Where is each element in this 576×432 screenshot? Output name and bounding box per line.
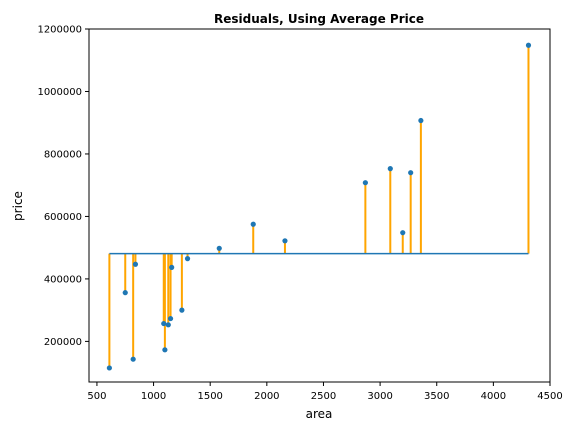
data-point	[408, 170, 414, 176]
data-point	[184, 256, 191, 262]
y-axis: 200000 400000 600000 800000 1000000 1200000	[37, 25, 89, 348]
y-tick-label: 1000000	[37, 87, 82, 98]
data-point	[130, 356, 136, 362]
plot-area	[106, 42, 532, 371]
y-tick-label: 1200000	[37, 25, 82, 36]
data-point	[362, 180, 368, 186]
data-point	[282, 238, 288, 244]
x-tick-label: 2000	[254, 391, 279, 402]
data-point	[216, 245, 222, 251]
y-tick-label: 800000	[44, 149, 82, 160]
y-axis-label: price	[11, 191, 25, 221]
x-axis-label: area	[306, 407, 333, 421]
data-point	[400, 230, 406, 236]
x-tick-label: 500	[87, 391, 106, 402]
axes-frame	[88, 28, 551, 383]
x-tick-label: 4500	[537, 391, 562, 402]
data-point	[418, 117, 424, 124]
x-tick-label: 3500	[424, 391, 449, 402]
x-tick-label: 1000	[141, 391, 166, 402]
data-point	[179, 307, 185, 313]
data-point	[250, 221, 256, 227]
data-point	[525, 42, 532, 48]
data-point	[387, 166, 393, 172]
x-tick-label: 2500	[311, 391, 336, 402]
x-tick-label: 1500	[197, 391, 222, 402]
data-point	[167, 315, 174, 322]
data-point	[169, 264, 175, 270]
x-axis: 500 1000 1500 2000 2500 3000 3500 4000 4500	[87, 382, 563, 402]
data-point	[132, 261, 139, 267]
data-point	[161, 320, 167, 327]
y-tick-label: 400000	[44, 274, 82, 285]
x-tick-label: 3000	[367, 391, 392, 402]
chart-title: Residuals, Using Average Price	[214, 12, 424, 26]
data-point	[106, 365, 112, 371]
data-point	[162, 347, 168, 353]
y-tick-label: 600000	[44, 212, 82, 223]
y-tick-label: 200000	[44, 337, 82, 348]
data-point	[122, 290, 128, 296]
x-tick-label: 4000	[481, 391, 506, 402]
data-point	[165, 322, 171, 328]
